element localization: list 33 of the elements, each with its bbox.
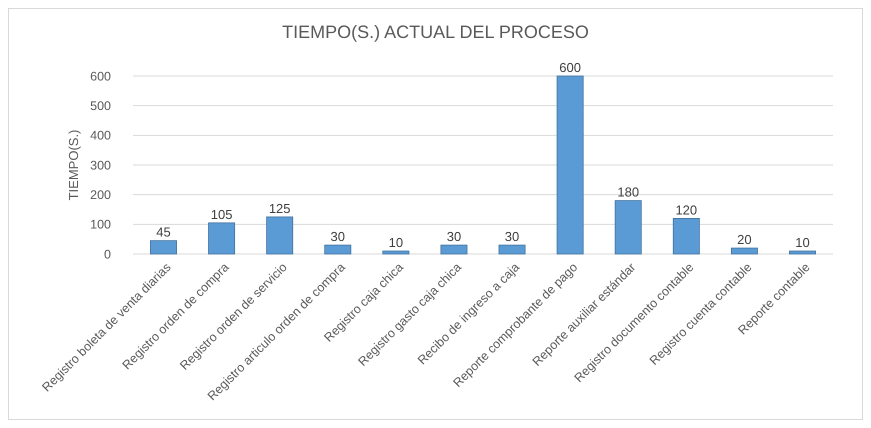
y-tick-label: 400: [90, 128, 112, 143]
data-label: 45: [156, 224, 171, 240]
y-tick-label: 500: [90, 99, 112, 114]
bar: [150, 240, 177, 254]
y-tick-label: 200: [90, 188, 112, 202]
data-label: 180: [617, 184, 640, 200]
y-tick-label: 600: [90, 69, 112, 84]
data-label: 125: [268, 200, 291, 216]
data-label: 105: [210, 206, 232, 222]
data-label: 600: [559, 60, 581, 75]
bar: [266, 216, 294, 254]
y-tick-label: 100: [90, 218, 112, 232]
bar: [382, 250, 410, 254]
data-label: 10: [795, 235, 810, 250]
bar: [498, 244, 526, 254]
y-tick-label: 0: [104, 247, 112, 262]
bar: [208, 222, 236, 254]
data-label: 20: [737, 232, 752, 248]
data-label: 30: [446, 229, 462, 244]
data-label: 10: [388, 235, 404, 250]
bar: [324, 244, 352, 254]
data-label: 120: [675, 202, 698, 218]
y-axis-title: TIEMPO(S.): [66, 130, 81, 200]
data-label: 30: [504, 229, 520, 244]
bar: [614, 200, 642, 254]
bar: [556, 76, 584, 254]
chart-title: TIEMPO(S.) ACTUAL DEL PROCESO: [282, 22, 589, 42]
bar: [789, 250, 816, 254]
bar: [672, 218, 700, 254]
y-tick-label: 300: [90, 158, 112, 172]
bar: [440, 244, 468, 254]
data-label: 30: [330, 229, 346, 244]
bar: [730, 248, 758, 254]
